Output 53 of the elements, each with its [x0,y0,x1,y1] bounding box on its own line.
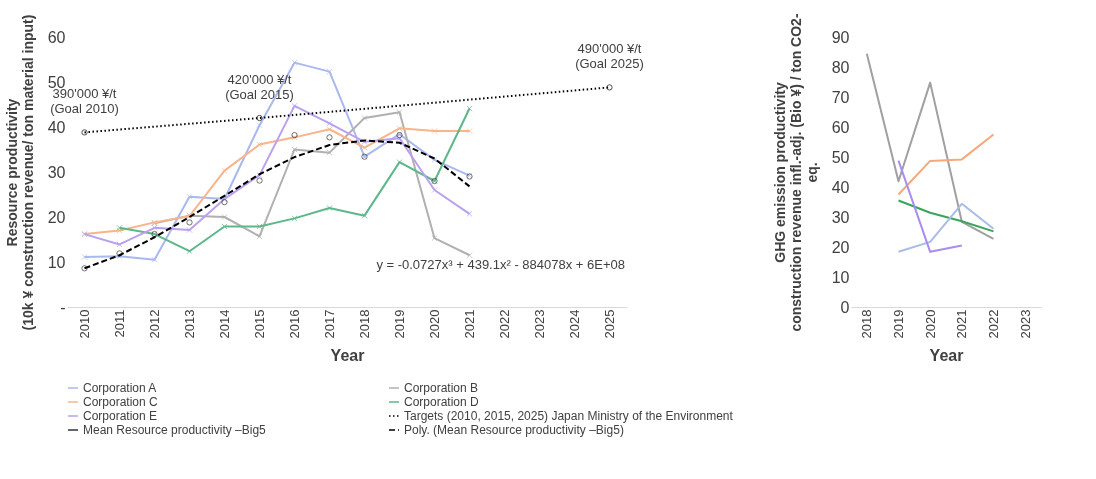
y-tick-label: 50 [831,148,850,166]
x-axis-title: Year [330,347,365,365]
legend-label: Corporation A [83,381,157,395]
x-tick-label: 2019 [392,309,407,339]
x-tick-label: 2014 [217,309,232,339]
y-tick-label: 90 [831,28,850,46]
legend-label: Poly. (Mean Resource productivity –Big5) [404,423,624,437]
legend-label: Corporation B [404,381,479,395]
x-tick-label: 2013 [182,309,197,339]
annotation: 420'000 ¥/t (Goal 2015) [225,72,294,102]
x-tick-label: 2023 [1017,309,1033,339]
x-tick-label: 2012 [147,309,162,339]
y-tick-label: 80 [831,58,850,76]
x-tick-label: 2020 [427,309,442,339]
x-tick-label: 2022 [986,309,1001,339]
x-tick-label: 2018 [357,309,372,339]
y-axis-title: Resource productivity (10k ¥ construction revenue/ ton material input) [3,14,36,331]
y-tick-label: 60 [47,28,66,46]
y-tick-label: - [60,298,66,316]
x-tick-label: 2017 [322,309,337,339]
x-tick-label: 2015 [252,309,267,339]
x-tick-label: 2019 [891,309,906,339]
x-tick-label: 2011 [112,309,127,338]
x-axis-title: Year [929,347,964,365]
y-axis-title: GHG emission productivity construction revenue infl.-adj. (Bio ¥) / ton CO2- eq. [771,13,820,332]
x-tick-label: 2025 [602,309,617,339]
y-tick-label: 40 [47,118,66,136]
x-tick-label: 2024 [567,309,582,339]
x-tick-label: 2020 [922,309,938,339]
y-tick-label: 60 [831,118,850,136]
y-tick-label: 0 [840,298,850,316]
x-tick-label: 2010 [77,309,92,339]
y-tick-label: 70 [831,88,850,106]
x-tick-label: 2021 [954,309,970,339]
y-tick-label: 20 [47,208,66,226]
annotation: y = -0.0727x³ + 439.1x² - 884078x + 6E+08 [376,257,625,272]
x-tick-label: 2016 [287,309,302,339]
legend-label: Corporation C [83,395,159,409]
legend-label: Corporation D [404,395,480,409]
legend-label: Targets (2010, 2015, 2025) Japan Ministry of the Environment [404,409,734,423]
x-tick-label: 2023 [532,309,547,339]
x-tick-label: 2021 [462,309,477,339]
annotation: 490'000 ¥/t (Goal 2025) [575,41,644,72]
y-tick-label: 10 [47,253,66,271]
y-tick-label: 20 [831,238,850,256]
y-tick-label: 30 [47,163,66,181]
y-tick-label: 30 [831,208,850,226]
y-tick-label: 40 [831,178,850,196]
y-tick-label: 10 [831,268,850,286]
x-tick-label: 2018 [859,309,875,339]
x-tick-label: 2022 [497,309,512,339]
legend-label: Mean Resource productivity –Big5 [83,423,267,437]
legend-label: Corporation E [83,409,158,423]
